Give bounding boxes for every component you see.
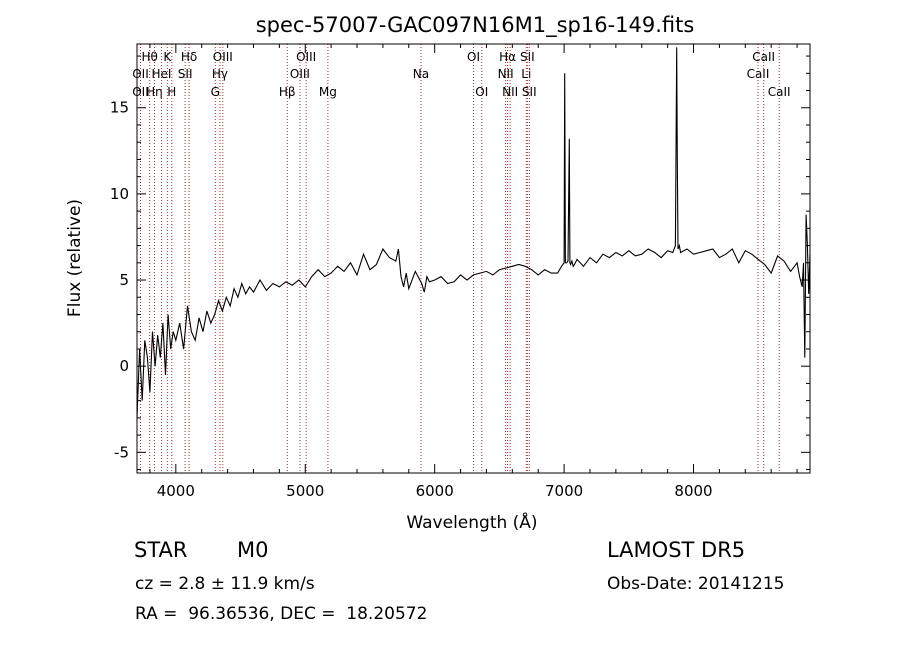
- spectral-line-label: CaII: [752, 50, 775, 64]
- spectral-line-label: G: [211, 85, 220, 99]
- y-axis-label: Flux (relative): [65, 199, 85, 317]
- redshift-velocity: cz = 2.8 ± 11.9 km/s: [135, 574, 315, 594]
- x-axis-ticks: 4000 5000 6000 7000 8000: [149, 44, 798, 500]
- spectral-line-label: Mg: [319, 85, 337, 99]
- observation-date: Obs-Date: 20141215: [607, 574, 785, 594]
- spectral-line-label: CaII: [768, 85, 791, 99]
- x-tick-label: 5000: [286, 482, 324, 500]
- spectral-line-label: OIII: [296, 50, 316, 64]
- spectral-line-label: SII: [520, 50, 535, 64]
- spectral-line-label: Hθ: [141, 50, 157, 64]
- spectral-line-label: Hβ: [279, 85, 296, 99]
- spectral-line-label: SII: [178, 67, 193, 81]
- coordinates: RA = 96.36536, DEC = 18.20572: [135, 604, 428, 624]
- spectrum-line: [136, 47, 811, 418]
- y-tick-label: 15: [110, 99, 129, 117]
- spectral-line-label: OII: [132, 85, 149, 99]
- spectral-line-label: Na: [413, 67, 429, 81]
- spectral-line-label: Hγ: [212, 67, 228, 81]
- spectral-line-label: Hδ: [181, 50, 197, 64]
- spectral-line-label: NII: [498, 67, 514, 81]
- spectral-line-label: HeI: [151, 67, 171, 81]
- spectral-line-label: OI: [475, 85, 488, 99]
- spectral-line-label: NII: [502, 85, 518, 99]
- object-subclass: M0: [237, 538, 269, 562]
- spectral-line-label: OIII: [213, 50, 233, 64]
- y-axis-ticks: -5 0 5 10 15: [110, 55, 810, 471]
- y-tick-label: 10: [110, 185, 129, 203]
- x-tick-label: 6000: [416, 482, 454, 500]
- x-axis-label: Wavelength (Å): [406, 511, 537, 533]
- spectral-line-label: H: [167, 85, 176, 99]
- y-tick-label: 5: [119, 271, 129, 289]
- spectral-line-label: Li: [521, 67, 531, 81]
- spectral-line-label: OIII: [290, 67, 310, 81]
- spectral-line-label: OI: [467, 50, 480, 64]
- chart-title: spec-57007-GAC097N16M1_sp16-149.fits: [256, 13, 695, 38]
- x-tick-label: 8000: [674, 482, 712, 500]
- spectral-line-label: K: [163, 50, 172, 64]
- spectral-line-label: Hα: [499, 50, 516, 64]
- spectral-line-label: CaII: [747, 67, 770, 81]
- object-class: STAR: [134, 538, 188, 562]
- x-tick-label: 7000: [545, 482, 583, 500]
- spectral-line-label: SII: [522, 85, 537, 99]
- plot-frame: [136, 43, 811, 474]
- y-tick-label: -5: [114, 443, 129, 461]
- spectral-line-label: Hη: [146, 85, 163, 99]
- survey-name: LAMOST DR5: [607, 538, 746, 562]
- y-tick-label: 0: [119, 357, 129, 375]
- x-tick-label: 4000: [157, 482, 195, 500]
